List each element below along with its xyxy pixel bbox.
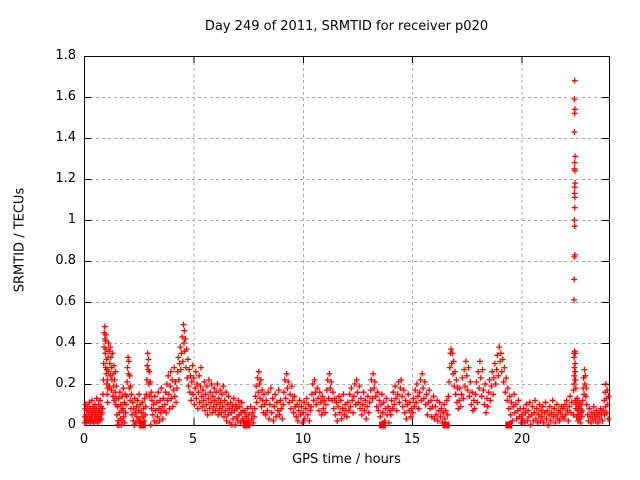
x-tick-label: 15 (403, 432, 421, 447)
chart-title: Day 249 of 2011, SRMTID for receiver p02… (204, 19, 489, 34)
scatter-points-SRMTID (81, 77, 612, 428)
x-tick-label: 20 (513, 432, 531, 447)
y-tick-label: 0.2 (55, 376, 76, 391)
square-marker-flagged (242, 421, 250, 429)
y-tick-label: 1.2 (55, 171, 76, 186)
y-tick-label: 1.8 (55, 48, 76, 63)
y-tick-label: 0.4 (55, 335, 76, 350)
axis-ticks (84, 56, 609, 426)
y-tick-label: 1.6 (55, 89, 76, 104)
gridlines (84, 56, 609, 425)
square-marker-flagged (138, 421, 146, 429)
y-tick-label: 0.8 (55, 253, 76, 268)
plot-border (84, 56, 610, 426)
square-marker-flagged (379, 421, 387, 429)
y-tick-label: 1.4 (55, 130, 76, 145)
x-tick-label: 5 (188, 432, 198, 447)
x-tick-label: 10 (294, 432, 312, 447)
square-marker-flagged (505, 421, 513, 429)
square-marker-flagged (442, 421, 450, 429)
x-axis-label: GPS time / hours (292, 452, 401, 467)
x-tick-label: 0 (79, 432, 89, 447)
y-tick-label: 0 (67, 417, 76, 432)
y-tick-label: 1 (67, 212, 76, 227)
y-tick-label: 0.6 (55, 294, 76, 309)
